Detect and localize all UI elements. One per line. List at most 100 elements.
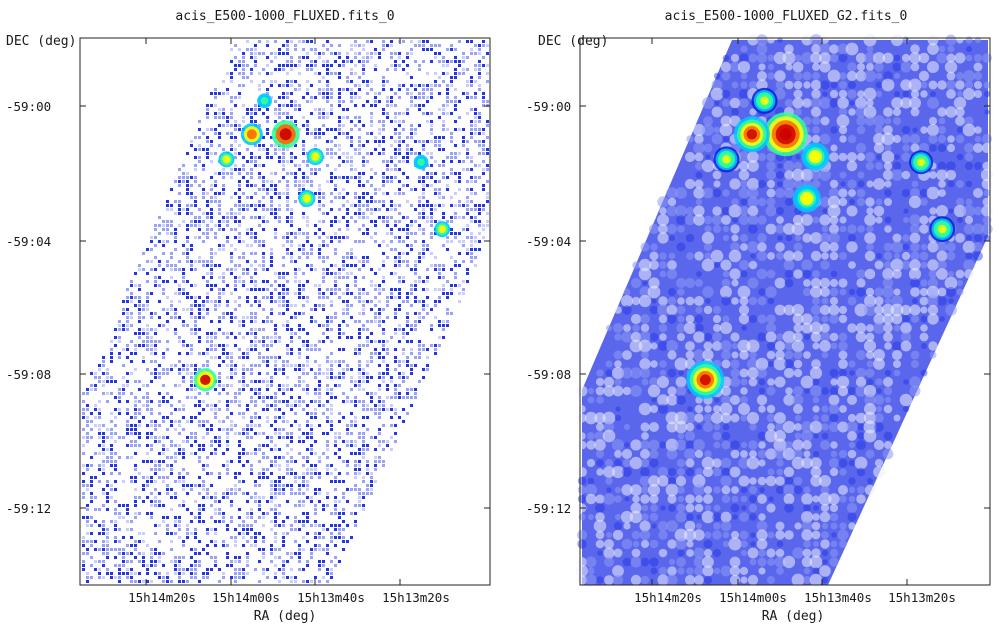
- pixel: [150, 548, 153, 551]
- pixel: [378, 292, 381, 295]
- pixel: [894, 91, 900, 97]
- pixel: [154, 268, 157, 271]
- pixel: [386, 224, 389, 227]
- source[interactable]: [193, 368, 217, 392]
- pixel: [238, 152, 241, 155]
- pixel: [266, 364, 269, 367]
- pixel: [178, 560, 181, 563]
- pixel: [190, 260, 193, 263]
- source[interactable]: [298, 189, 316, 208]
- pixel: [242, 356, 245, 359]
- pixel: [150, 480, 153, 483]
- pixel: [434, 204, 437, 207]
- pixel: [366, 256, 369, 259]
- pixel: [110, 412, 113, 415]
- pixel: [410, 396, 413, 399]
- pixel: [310, 472, 313, 475]
- pixel: [130, 444, 133, 447]
- pixel: [454, 272, 457, 275]
- pixel: [110, 520, 113, 523]
- pixel: [334, 220, 337, 223]
- pixel: [478, 116, 481, 119]
- pixel: [936, 205, 948, 217]
- pixel: [206, 264, 209, 267]
- pixel: [102, 364, 105, 367]
- pixel: [238, 380, 241, 383]
- pixel: [322, 108, 325, 111]
- pixel: [158, 316, 161, 319]
- pixel: [202, 308, 205, 311]
- pixel: [226, 428, 229, 431]
- pixel: [282, 412, 285, 415]
- pixel: [474, 124, 477, 127]
- pixel: [282, 304, 285, 307]
- pixel: [286, 468, 289, 471]
- pixel: [438, 320, 441, 323]
- pixel: [270, 136, 273, 139]
- pixel: [282, 192, 285, 195]
- pixel: [154, 460, 157, 463]
- source[interactable]: [257, 93, 272, 109]
- pixel: [254, 216, 257, 219]
- pixel: [819, 196, 831, 208]
- pixel: [330, 52, 333, 55]
- pixel: [86, 488, 89, 491]
- pixel: [350, 168, 353, 171]
- pixel: [258, 72, 261, 75]
- image-canvas[interactable]: [575, 33, 994, 587]
- pixel: [386, 180, 389, 183]
- pixel: [955, 134, 965, 144]
- pixel: [118, 540, 121, 543]
- pixel: [250, 232, 253, 235]
- pixel: [286, 324, 289, 327]
- pixel: [230, 272, 233, 275]
- pixel: [839, 171, 847, 179]
- pixel: [330, 272, 333, 275]
- pixel: [426, 280, 429, 283]
- pixel: [346, 292, 349, 295]
- source[interactable]: [413, 154, 429, 170]
- pixel: [194, 500, 197, 503]
- pixel: [346, 396, 349, 399]
- pixel: [338, 324, 341, 327]
- pixel: [202, 548, 205, 551]
- pixel: [410, 124, 413, 127]
- source[interactable]: [434, 221, 451, 238]
- pixel: [398, 168, 401, 171]
- image-canvas[interactable]: [82, 40, 489, 585]
- pixel: [819, 61, 831, 73]
- pixel: [410, 348, 413, 351]
- pixel: [254, 364, 257, 367]
- pixel: [450, 216, 453, 219]
- pixel: [398, 376, 401, 379]
- pixel: [146, 304, 149, 307]
- source[interactable]: [218, 151, 235, 168]
- pixel: [478, 60, 481, 63]
- pixel: [378, 316, 381, 319]
- pixel: [410, 232, 413, 235]
- pixel: [390, 168, 393, 171]
- pixel: [414, 264, 417, 267]
- pixel: [86, 424, 89, 427]
- pixel: [250, 424, 253, 427]
- pixel: [278, 312, 281, 315]
- pixel: [482, 44, 485, 47]
- pixel: [302, 476, 305, 479]
- pixel: [374, 68, 377, 71]
- pixel: [106, 368, 109, 371]
- pixel: [238, 432, 241, 435]
- source[interactable]: [271, 120, 300, 149]
- pixel: [266, 444, 269, 447]
- source[interactable]: [306, 148, 324, 166]
- pixel: [246, 228, 249, 231]
- pixel: [250, 544, 253, 547]
- pixel: [214, 336, 217, 339]
- pixel: [430, 44, 433, 47]
- pixel: [270, 340, 273, 343]
- pixel: [767, 72, 775, 80]
- pixel: [322, 76, 325, 79]
- source[interactable]: [240, 123, 263, 146]
- pixel: [178, 420, 181, 423]
- pixel: [182, 368, 185, 371]
- pixel: [202, 576, 205, 579]
